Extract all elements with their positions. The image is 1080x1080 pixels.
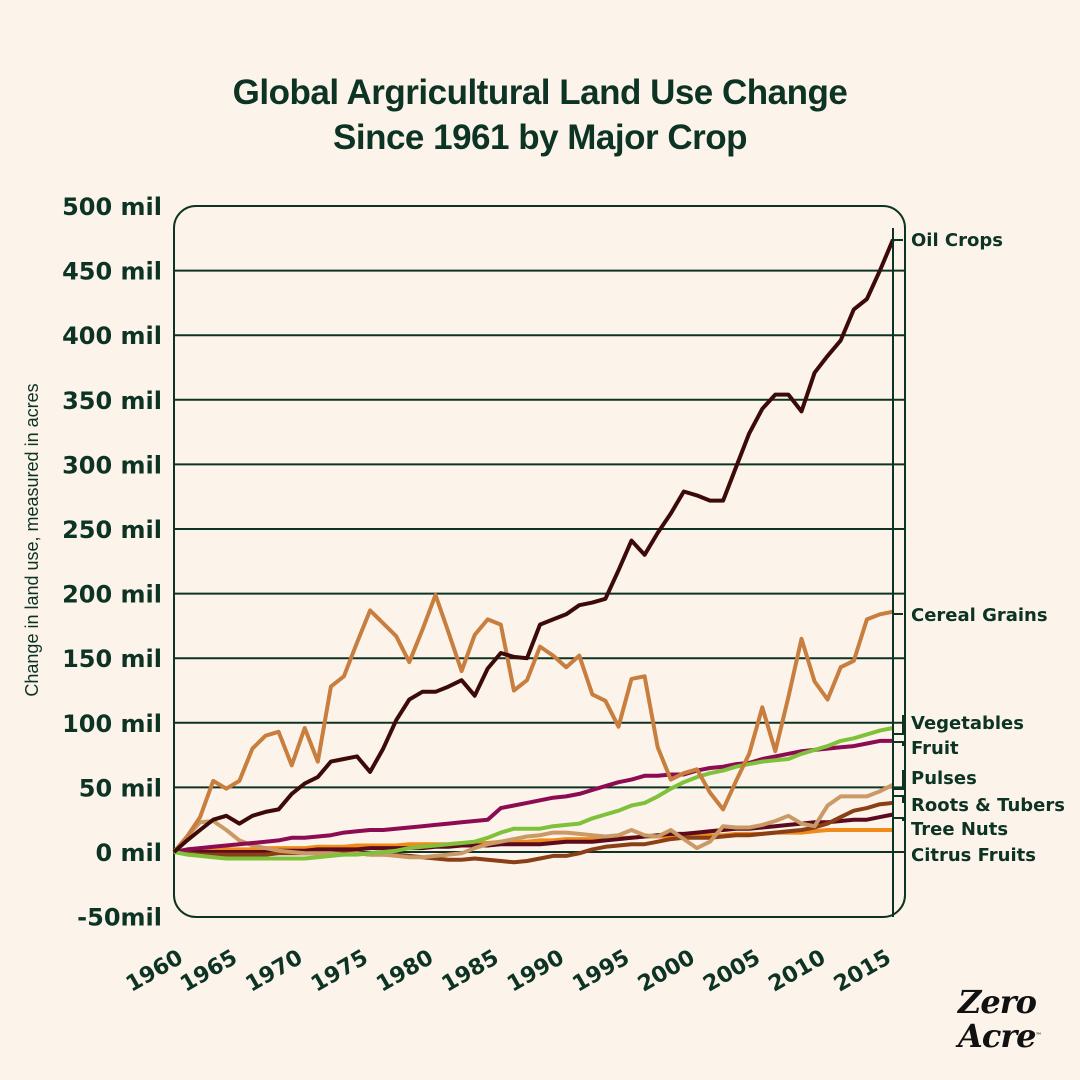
legend-label-cereal-grains: Cereal Grains bbox=[911, 605, 1048, 626]
x-tick-label: 1980 bbox=[372, 945, 438, 997]
y-tick-label: 50 mil bbox=[79, 774, 162, 802]
x-tick-label: 2005 bbox=[699, 945, 765, 997]
gridlines bbox=[175, 269, 905, 853]
y-tick-label: 300 mil bbox=[62, 451, 162, 479]
legend-connector bbox=[893, 795, 904, 803]
y-tick-label: 350 mil bbox=[62, 387, 162, 415]
x-tick-label: 2000 bbox=[634, 945, 700, 997]
legend-connector bbox=[893, 715, 904, 735]
plot-frame bbox=[173, 205, 906, 918]
y-tick-label: 100 mil bbox=[62, 710, 162, 738]
legend-connector bbox=[893, 741, 904, 746]
y-axis-label: Change in land use, measured in acres bbox=[22, 383, 42, 696]
series-line-roots-tubers bbox=[173, 800, 894, 865]
x-tick-label: 1995 bbox=[568, 945, 634, 997]
zero-acre-logo: Zero Acre™ bbox=[958, 983, 1042, 1055]
legend-label-vegetables: Vegetables bbox=[911, 713, 1024, 734]
y-tick-label: 250 mil bbox=[62, 516, 162, 544]
series-lines bbox=[172, 238, 895, 865]
y-tick-label: 450 mil bbox=[62, 258, 162, 286]
y-tick-label: 500 mil bbox=[62, 193, 162, 221]
y-tick-label: 150 mil bbox=[62, 645, 162, 673]
x-tick-label: 2015 bbox=[830, 945, 896, 997]
chart-title-line1: Global Argricultural Land Use Change bbox=[232, 73, 848, 112]
x-tick-label: 2010 bbox=[765, 945, 831, 997]
legend-label-citrus-fruits: Citrus Fruits bbox=[911, 845, 1036, 866]
x-tick-label: 1975 bbox=[307, 945, 373, 997]
legend-connector bbox=[893, 817, 904, 821]
legend-connector bbox=[893, 851, 904, 853]
legend-label-pulses: Pulses bbox=[911, 768, 977, 789]
legend: Oil Crops Cereal Grains Vegetables Fruit Pul… bbox=[892, 228, 1065, 917]
x-tick-label: 1985 bbox=[438, 945, 504, 997]
x-tick-label: 1990 bbox=[503, 945, 569, 997]
x-tick-label: 1970 bbox=[242, 945, 308, 997]
legend-label-fruit: Fruit bbox=[911, 738, 959, 759]
legend-label-roots-tubers: Roots & Tubers bbox=[911, 795, 1065, 816]
series-line-pulses bbox=[172, 783, 894, 860]
legend-connector bbox=[893, 770, 904, 790]
legend-label-tree-nuts: Tree Nuts bbox=[911, 819, 1008, 840]
y-tick-label: -50mil bbox=[77, 904, 162, 932]
y-tick-label: 400 mil bbox=[62, 322, 162, 350]
y-tick-label: 0 mil bbox=[95, 839, 162, 867]
logo-trademark: ™ bbox=[1035, 1032, 1042, 1039]
series-line-oil-crops bbox=[172, 238, 895, 854]
chart-title-line2: Since 1961 by Major Crop bbox=[333, 118, 747, 157]
logo-line1: Zero bbox=[958, 983, 1037, 1021]
y-axis-ticks: 500 mil 450 mil 400 mil 350 mil 300 mil 250 m… bbox=[62, 193, 162, 932]
chart-title: Global Argricultural Land Use Change Sin… bbox=[0, 70, 1080, 160]
series-line-vegetables bbox=[173, 726, 894, 861]
legend-label-oil-crops: Oil Crops bbox=[911, 230, 1003, 251]
series-line-fruit bbox=[173, 738, 893, 854]
logo-line2: Acre bbox=[958, 1017, 1037, 1055]
y-tick-label: 200 mil bbox=[62, 581, 162, 609]
x-tick-label: 1960 bbox=[122, 945, 188, 997]
series-line-cereal-grains bbox=[172, 592, 894, 854]
x-tick-label: 1965 bbox=[176, 945, 242, 997]
